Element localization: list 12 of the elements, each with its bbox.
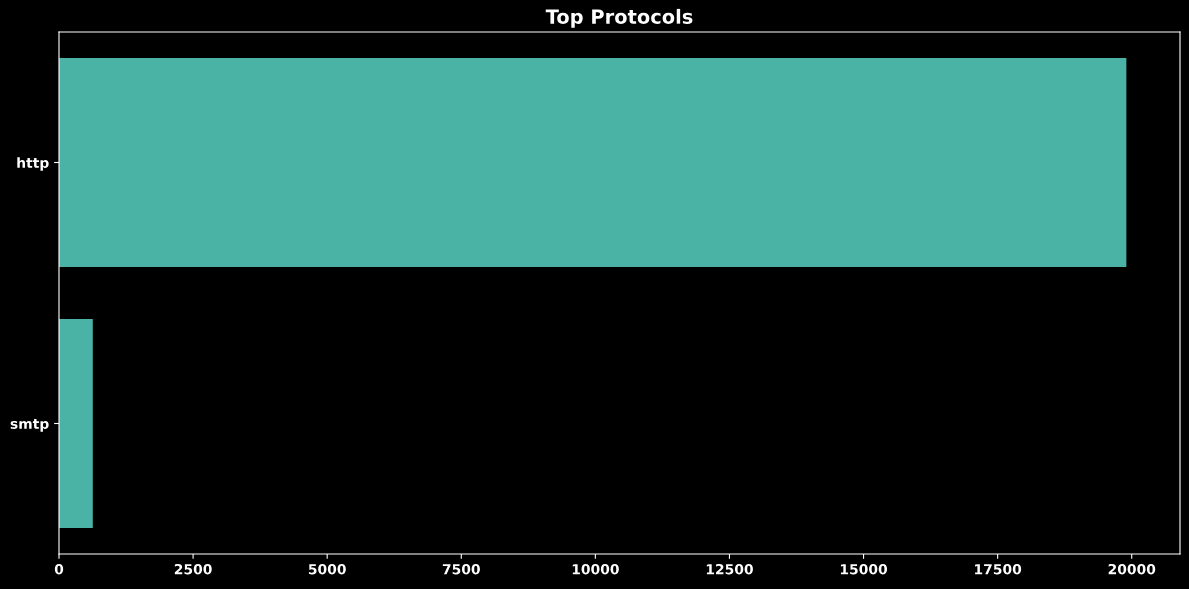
x-tick-label: 0 (54, 563, 64, 575)
x-tick-label: 15000 (840, 563, 888, 575)
x-tick-label: 20000 (1108, 563, 1156, 575)
x-tick-label: 2500 (174, 563, 212, 575)
x-tick-label: 5000 (308, 563, 346, 575)
x-tick-label: 7500 (442, 563, 480, 575)
y-tick-label: http (17, 157, 49, 171)
chart-title: Top Protocols (545, 8, 693, 28)
x-tick-label: 12500 (706, 563, 753, 575)
x-tick-label: 17500 (975, 563, 1022, 575)
y-tick-label: smtp (10, 419, 49, 432)
x-tick-label: 10000 (572, 563, 619, 575)
